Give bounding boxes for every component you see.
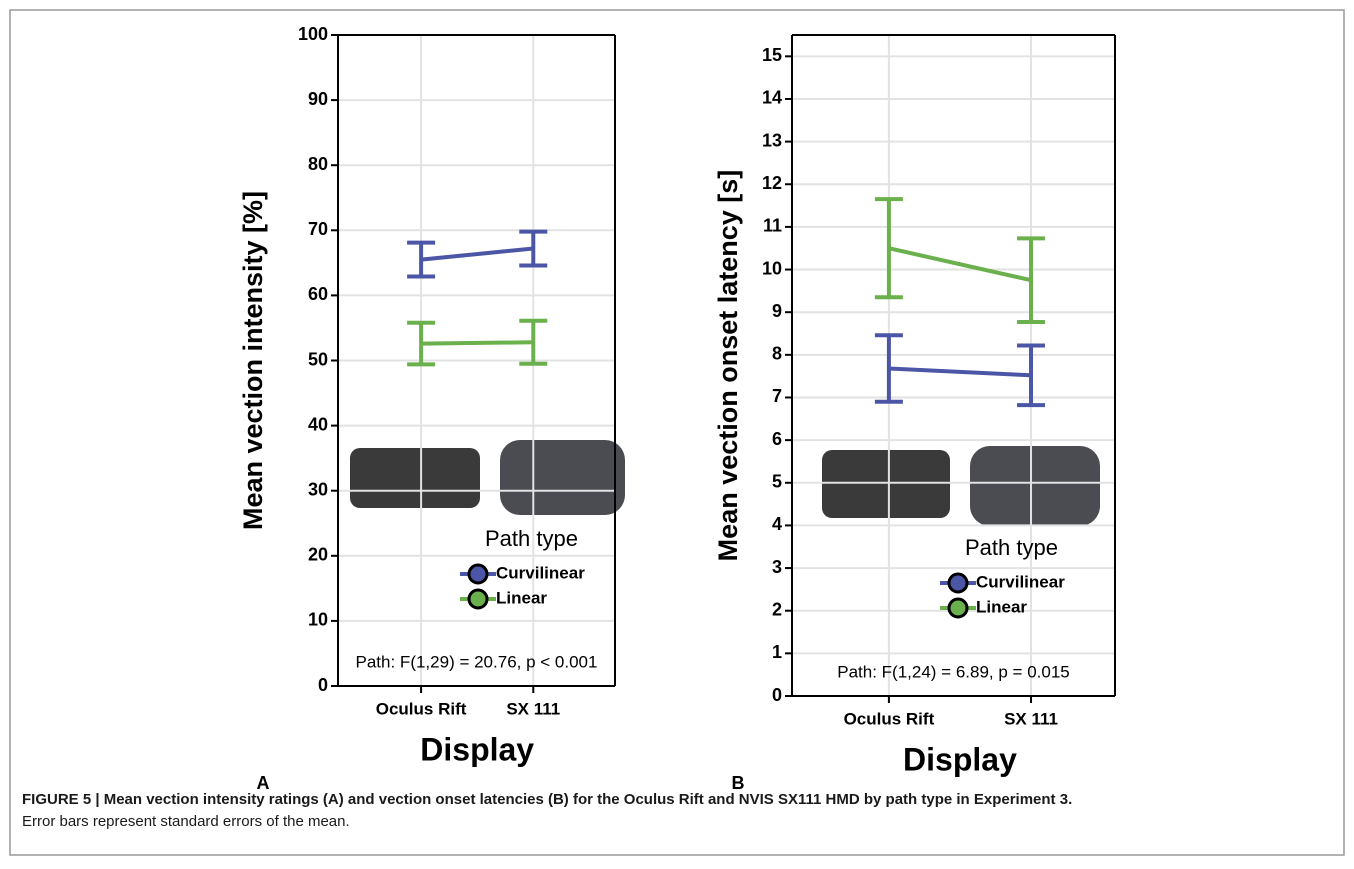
x-tick-label: Oculus Rift: [844, 709, 935, 728]
panel-label: B: [732, 773, 745, 793]
y-tick-label: 90: [308, 89, 328, 109]
legend-marker: [947, 572, 969, 594]
y-tick-label: 10: [308, 610, 328, 630]
figure-frame: [9, 9, 1345, 856]
headset-image: [350, 448, 480, 508]
y-tick-label: 3: [772, 557, 782, 577]
headset-image: [822, 450, 950, 518]
error-bar: [1017, 343, 1046, 408]
y-tick-label: 5: [772, 472, 782, 492]
y-tick-label: 70: [308, 219, 328, 239]
legend-title: Path type: [965, 535, 1058, 560]
y-tick-label: 4: [772, 514, 782, 534]
error-bar: [874, 197, 903, 300]
legend-marker: [467, 588, 489, 610]
y-tick-label: 60: [308, 284, 328, 304]
y-tick-label: 0: [772, 685, 782, 705]
y-tick-label: 0: [318, 675, 328, 695]
y-tick-label: 2: [772, 599, 782, 619]
series-line: [421, 340, 534, 346]
y-tick-label: 20: [308, 545, 328, 565]
panel-label: A: [257, 773, 270, 793]
y-tick-label: 1: [772, 642, 782, 662]
y-tick-label: 15: [762, 45, 782, 65]
annotation: Path: F(1,24) = 6.89, p = 0.015: [837, 662, 1070, 681]
error-bar: [407, 240, 436, 279]
y-tick-label: 6: [772, 429, 782, 449]
legend-marker: [467, 563, 489, 585]
y-tick-label: 14: [762, 88, 782, 108]
legend-label: Curvilinear: [976, 572, 1065, 591]
error-bar: [407, 320, 436, 367]
legend-title: Path type: [485, 526, 578, 551]
y-axis-label: Mean vection onset latency [s]: [713, 170, 743, 562]
y-tick-label: 9: [772, 301, 782, 321]
legend-label: Linear: [496, 588, 547, 607]
error-bar: [519, 229, 548, 268]
legend-label: Linear: [976, 597, 1027, 616]
y-axis-label: Mean vection intensity [%]: [238, 191, 268, 530]
y-tick-label: 11: [763, 216, 782, 236]
series-line: [888, 366, 1032, 378]
x-tick-label: Oculus Rift: [376, 699, 467, 718]
annotation: Path: F(1,29) = 20.76, p < 0.001: [356, 652, 598, 671]
y-tick-label: 100: [298, 24, 328, 44]
error-bar: [874, 333, 903, 404]
headset-image: [970, 446, 1100, 526]
x-tick-label: SX 111: [506, 699, 560, 718]
x-tick-label: SX 111: [1004, 709, 1058, 728]
y-tick-label: 10: [762, 258, 782, 278]
legend-marker: [947, 597, 969, 619]
y-tick-label: 12: [762, 173, 782, 193]
series-line: [888, 246, 1032, 283]
series-line: [420, 246, 534, 262]
y-tick-label: 7: [772, 386, 782, 406]
y-tick-label: 30: [308, 479, 328, 499]
error-bar: [1017, 236, 1046, 325]
y-tick-label: 50: [308, 349, 328, 369]
caption-note: Error bars represent standard errors of …: [22, 813, 350, 830]
error-bar: [519, 318, 548, 366]
x-axis-label: Display: [903, 741, 1017, 777]
y-tick-label: 13: [762, 130, 782, 150]
caption-title: FIGURE 5 | Mean vection intensity rating…: [22, 791, 1072, 808]
y-tick-label: 40: [308, 414, 328, 434]
y-tick-label: 8: [772, 344, 782, 364]
x-axis-label: Display: [420, 731, 534, 767]
y-tick-label: 80: [308, 154, 328, 174]
legend-label: Curvilinear: [496, 563, 585, 582]
headset-image: [500, 440, 625, 515]
headset-images: [350, 440, 1100, 526]
